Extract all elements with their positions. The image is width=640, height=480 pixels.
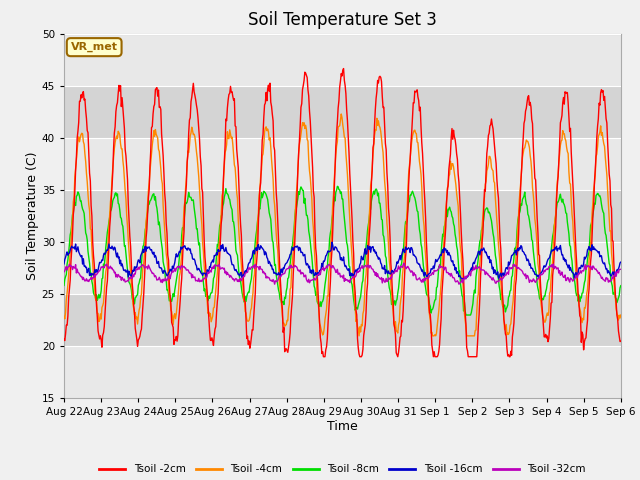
Title: Soil Temperature Set 3: Soil Temperature Set 3 <box>248 11 437 29</box>
Text: VR_met: VR_met <box>70 42 118 52</box>
Bar <box>64 86 621 138</box>
Bar <box>64 34 621 86</box>
Bar <box>64 138 621 190</box>
Y-axis label: Soil Temperature (C): Soil Temperature (C) <box>26 152 39 280</box>
X-axis label: Time: Time <box>327 420 358 433</box>
Bar <box>64 294 621 346</box>
Legend: Tsoil -2cm, Tsoil -4cm, Tsoil -8cm, Tsoil -16cm, Tsoil -32cm: Tsoil -2cm, Tsoil -4cm, Tsoil -8cm, Tsoi… <box>95 460 589 479</box>
Bar <box>64 346 621 398</box>
Bar <box>64 242 621 294</box>
Bar <box>64 190 621 242</box>
